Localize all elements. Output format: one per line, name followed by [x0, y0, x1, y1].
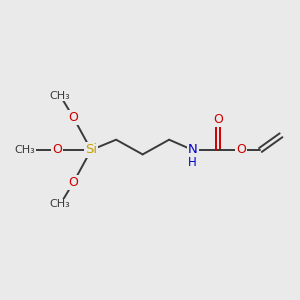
Text: N: N: [188, 143, 198, 157]
Text: CH₃: CH₃: [50, 200, 70, 209]
Text: O: O: [236, 143, 246, 157]
Text: CH₃: CH₃: [50, 91, 70, 100]
Text: O: O: [68, 176, 78, 189]
Text: H: H: [188, 156, 197, 169]
Text: CH₃: CH₃: [14, 145, 35, 155]
Text: O: O: [68, 111, 78, 124]
Text: O: O: [213, 112, 223, 126]
Text: O: O: [52, 143, 62, 157]
Text: Si: Si: [85, 143, 97, 157]
